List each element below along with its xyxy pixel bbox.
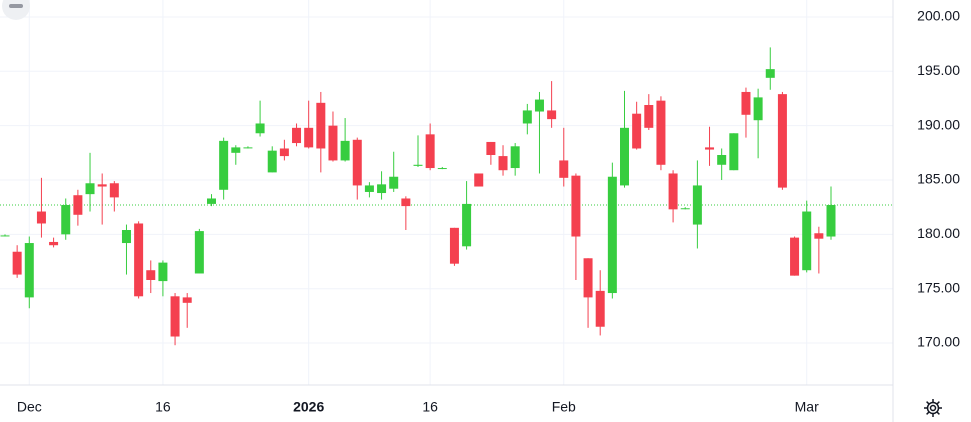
candle-body <box>826 205 836 237</box>
candle-body <box>547 110 557 120</box>
candle-body <box>49 241 59 246</box>
candle-body <box>401 198 411 207</box>
candle-body <box>741 91 751 115</box>
candle-body <box>61 205 71 235</box>
candle-body <box>292 127 302 144</box>
candle-body <box>668 173 678 210</box>
candle-body <box>522 110 532 124</box>
toolbar-button[interactable] <box>2 0 30 20</box>
candle-body <box>474 173 484 187</box>
candle-body <box>790 237 800 276</box>
candle-body <box>231 147 241 153</box>
candle-body <box>279 148 289 157</box>
candle-body <box>753 97 763 121</box>
candle-body <box>328 125 338 161</box>
y-tick-label: 185.00 <box>917 171 960 187</box>
y-tick-label: 175.00 <box>917 279 960 295</box>
candle-body <box>73 195 83 215</box>
candle-body <box>814 233 824 239</box>
candle-body <box>340 140 350 161</box>
candle-body <box>413 164 423 166</box>
candle-body <box>607 176 617 294</box>
candle-body <box>620 127 629 186</box>
y-tick-label: 190.00 <box>917 116 960 132</box>
candle-body <box>802 211 812 271</box>
y-tick-label: 180.00 <box>917 225 960 241</box>
candle-body <box>644 105 654 128</box>
candle-body <box>352 139 362 186</box>
candle-body <box>717 155 727 165</box>
candle-body <box>170 296 180 337</box>
candle-body <box>0 235 10 237</box>
candle-body <box>134 223 144 297</box>
candle-body <box>583 258 593 298</box>
candle-body <box>389 176 399 189</box>
candle-body <box>437 168 447 170</box>
candle-body <box>510 146 520 169</box>
candle-body <box>364 185 374 192</box>
candle-body <box>705 147 715 150</box>
candle-body <box>777 94 787 188</box>
candle-body <box>219 140 229 190</box>
candle-body <box>449 227 459 264</box>
candle-body <box>304 127 314 148</box>
candle-body <box>571 175 581 237</box>
candle-body <box>729 133 739 171</box>
candle-body <box>85 183 95 195</box>
candle-body <box>632 113 642 149</box>
candle-body <box>316 102 326 149</box>
x-tick-label: 2026 <box>293 399 324 415</box>
candle-body <box>24 243 34 298</box>
candle-body <box>692 185 702 225</box>
x-tick-label: 16 <box>422 399 438 415</box>
candle-body <box>121 230 131 244</box>
candle-body <box>97 184 107 187</box>
candle-body <box>146 270 156 280</box>
candle-body <box>243 147 253 149</box>
candle-body <box>765 69 775 78</box>
settings-icon[interactable] <box>924 399 942 417</box>
candle-body <box>182 297 192 303</box>
y-tick-label: 200.00 <box>917 8 960 24</box>
x-tick-label: 16 <box>155 399 171 415</box>
candle-body <box>207 198 216 204</box>
candle-body <box>486 141 496 155</box>
candle-body <box>194 231 204 274</box>
candle-body <box>267 150 277 173</box>
candle-body <box>12 251 22 275</box>
candle-body <box>680 208 690 210</box>
candle-body <box>377 184 387 194</box>
x-tick-label: Dec <box>17 399 42 415</box>
x-tick-label: Feb <box>552 399 576 415</box>
candle-body <box>109 183 119 198</box>
candle-body <box>559 160 569 178</box>
candle-body <box>534 99 544 112</box>
candle-body <box>498 156 508 171</box>
candle-body <box>158 262 168 282</box>
y-tick-label: 170.00 <box>917 334 960 350</box>
candle-body <box>425 134 435 169</box>
candle-body <box>255 123 265 134</box>
candle-body <box>595 290 605 327</box>
candle-body <box>656 100 666 165</box>
candle-body <box>462 203 472 247</box>
y-tick-label: 195.00 <box>917 62 960 78</box>
x-tick-label: Mar <box>795 399 819 415</box>
candle-body <box>36 211 46 224</box>
